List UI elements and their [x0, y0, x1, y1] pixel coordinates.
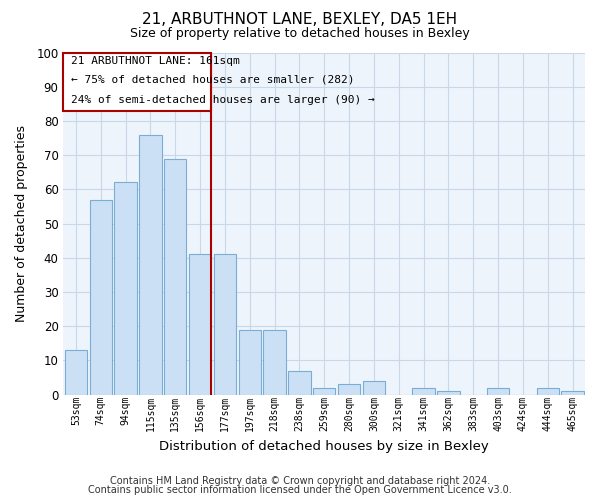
- Bar: [437, 391, 460, 394]
- FancyBboxPatch shape: [64, 52, 211, 110]
- Bar: [115, 182, 137, 394]
- Bar: [214, 254, 236, 394]
- Bar: [536, 388, 559, 394]
- Text: 24% of semi-detached houses are larger (90) →: 24% of semi-detached houses are larger (…: [71, 96, 375, 106]
- Text: 21 ARBUTHNOT LANE: 161sqm: 21 ARBUTHNOT LANE: 161sqm: [71, 56, 240, 66]
- Bar: [562, 391, 584, 394]
- Text: ← 75% of detached houses are smaller (282): ← 75% of detached houses are smaller (28…: [71, 74, 355, 85]
- Text: Contains public sector information licensed under the Open Government Licence v3: Contains public sector information licen…: [88, 485, 512, 495]
- Text: Size of property relative to detached houses in Bexley: Size of property relative to detached ho…: [130, 28, 470, 40]
- Bar: [263, 330, 286, 394]
- Bar: [89, 200, 112, 394]
- Bar: [412, 388, 435, 394]
- Bar: [139, 134, 161, 394]
- Bar: [487, 388, 509, 394]
- Y-axis label: Number of detached properties: Number of detached properties: [15, 125, 28, 322]
- Bar: [189, 254, 211, 394]
- Bar: [363, 381, 385, 394]
- Bar: [164, 158, 187, 394]
- Bar: [239, 330, 261, 394]
- Bar: [338, 384, 360, 394]
- X-axis label: Distribution of detached houses by size in Bexley: Distribution of detached houses by size …: [160, 440, 489, 452]
- Bar: [288, 370, 311, 394]
- Text: 21, ARBUTHNOT LANE, BEXLEY, DA5 1EH: 21, ARBUTHNOT LANE, BEXLEY, DA5 1EH: [142, 12, 458, 28]
- Bar: [65, 350, 87, 395]
- Bar: [313, 388, 335, 394]
- Text: Contains HM Land Registry data © Crown copyright and database right 2024.: Contains HM Land Registry data © Crown c…: [110, 476, 490, 486]
